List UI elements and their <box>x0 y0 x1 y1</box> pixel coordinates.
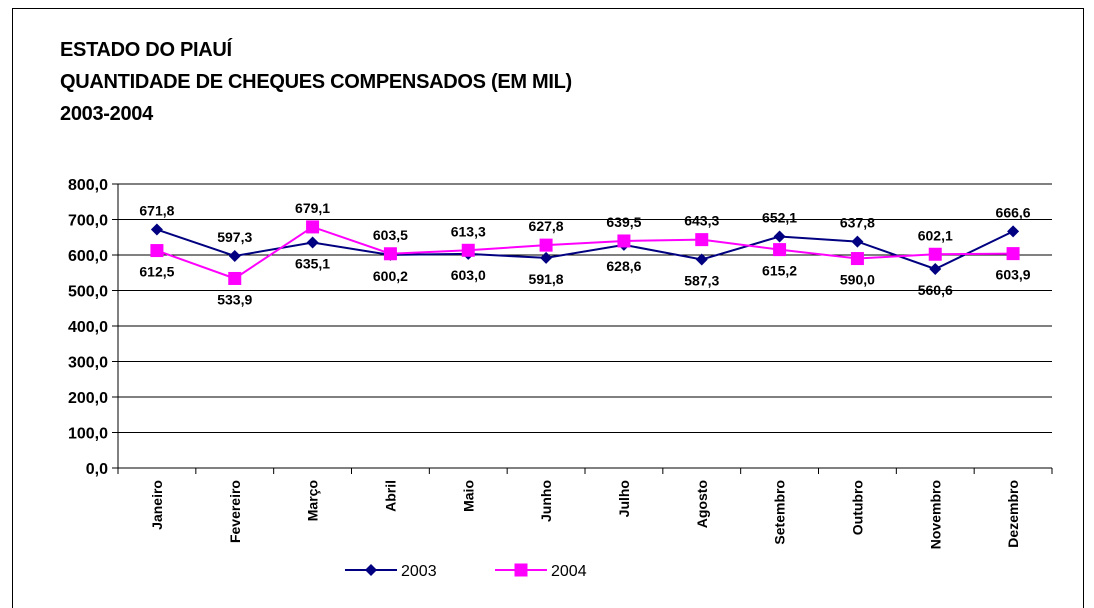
marker-2004 <box>539 238 553 252</box>
data-label-2003: 637,8 <box>840 215 875 231</box>
chart-title: ESTADO DO PIAUÍ QUANTIDADE DE CHEQUES CO… <box>60 34 572 130</box>
marker-2004 <box>1006 247 1020 261</box>
y-tick-label: 300,0 <box>68 355 108 372</box>
x-category-label: Fevereiro <box>227 480 243 543</box>
y-tick-label: 500,0 <box>68 284 108 301</box>
y-tick-label: 600,0 <box>68 248 108 265</box>
legend-marker-2004 <box>514 563 528 577</box>
data-label-2003: 560,6 <box>918 282 953 298</box>
marker-2004 <box>306 220 320 234</box>
title-line-2: QUANTIDADE DE CHEQUES COMPENSADOS (EM MI… <box>60 71 572 93</box>
x-category-label: Junho <box>538 480 554 522</box>
marker-2003 <box>773 230 786 243</box>
data-label-2004: 603,9 <box>996 267 1031 283</box>
y-tick-label: 800,0 <box>68 177 108 194</box>
x-category-label: Maio <box>460 480 476 512</box>
marker-2003 <box>150 223 163 236</box>
data-label-2003: 652,1 <box>762 210 797 226</box>
marker-2004 <box>695 233 709 247</box>
data-label-2004: 602,1 <box>918 227 953 243</box>
data-label-2004: 615,2 <box>762 263 797 279</box>
x-category-label: Dezembro <box>1005 480 1021 548</box>
legend-marker-2003 <box>365 564 377 576</box>
data-label-2004: 679,1 <box>295 200 330 216</box>
marker-2003 <box>1007 225 1020 238</box>
line-chart: 0,0 100,0 200,0 300,0 400,0 500,0 600,0 700,0 80… <box>68 177 1053 580</box>
marker-2004 <box>383 247 397 261</box>
marker-2004 <box>773 243 787 257</box>
marker-2003 <box>540 251 553 264</box>
data-label-2003: 591,8 <box>529 271 564 287</box>
data-label-2004: 613,3 <box>451 223 486 239</box>
marker-2003 <box>228 249 241 262</box>
data-label-2004: 627,8 <box>529 218 564 234</box>
y-tick-label: 200,0 <box>68 390 108 407</box>
series-line-2003 <box>156 228 1014 271</box>
marker-2003 <box>929 262 942 275</box>
data-label-2003: 597,3 <box>217 229 252 245</box>
x-category-label: Outubro <box>849 480 865 535</box>
marker-2003 <box>851 235 864 248</box>
marker-2004 <box>461 243 475 257</box>
data-label-2004: 603,5 <box>373 227 408 243</box>
y-tick-label: 700,0 <box>68 213 108 230</box>
legend-label-2004: 2004 <box>551 563 587 580</box>
y-tick-label: 400,0 <box>68 319 108 336</box>
marker-2004 <box>228 271 242 285</box>
marker-2004 <box>617 234 631 248</box>
marker-2004 <box>928 247 942 261</box>
title-line-1: ESTADO DO PIAUÍ <box>60 39 232 61</box>
title-line-3: 2003-2004 <box>60 103 153 125</box>
data-label-2003: 666,6 <box>996 204 1031 220</box>
marker-2004 <box>850 252 864 266</box>
data-label-2003: 603,0 <box>451 267 486 283</box>
data-label-2004: 533,9 <box>217 291 252 307</box>
data-label-2004: 612,5 <box>139 264 174 280</box>
legend-label-2003: 2003 <box>401 563 437 580</box>
chart-frame <box>12 8 1084 608</box>
x-category-label: Janeiro <box>149 480 165 530</box>
data-label-2004: 590,0 <box>840 272 875 288</box>
x-category-label: Julho <box>616 480 632 517</box>
marker-2003 <box>695 253 708 266</box>
x-category-label: Setembro <box>772 480 788 545</box>
data-label-2003: 587,3 <box>684 273 719 289</box>
x-category-label: Agosto <box>694 480 710 528</box>
data-label-2003: 671,8 <box>139 203 174 219</box>
x-category-label: Março <box>305 480 321 521</box>
data-label-2003: 635,1 <box>295 256 330 272</box>
data-label-2003: 628,6 <box>606 258 641 274</box>
data-label-2003: 600,2 <box>373 268 408 284</box>
y-tick-label: 0,0 <box>86 461 108 478</box>
marker-2003 <box>306 236 319 249</box>
y-tick-label: 100,0 <box>68 426 108 443</box>
x-category-label: Abril <box>382 480 398 512</box>
series-line-2004 <box>156 225 1014 280</box>
data-label-2004: 639,5 <box>606 214 641 230</box>
x-category-label: Novembro <box>927 480 943 549</box>
data-label-2004: 643,3 <box>684 213 719 229</box>
marker-2004 <box>150 244 164 258</box>
